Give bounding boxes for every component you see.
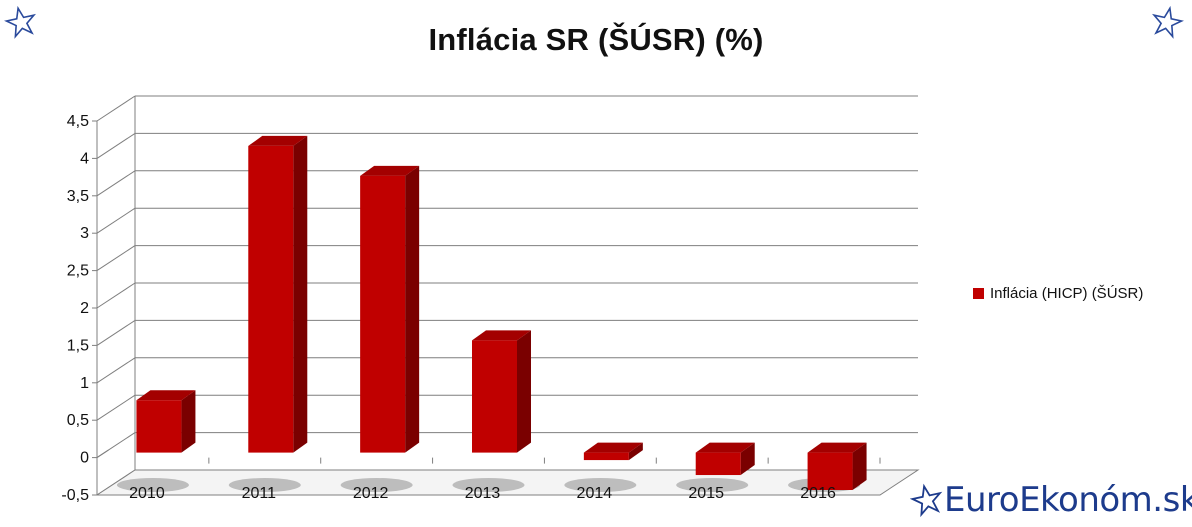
star-outline-icon xyxy=(910,483,943,517)
x-tick-label: 2014 xyxy=(577,485,613,502)
y-tick-label: 3,5 xyxy=(67,188,89,205)
y-tick-label: 3 xyxy=(80,225,89,242)
y-tick-label: 0 xyxy=(80,450,89,467)
x-tick-label: 2012 xyxy=(353,485,389,502)
bar xyxy=(472,340,517,453)
bar-shadow xyxy=(228,478,301,492)
y-tick-label: -0,5 xyxy=(61,487,89,504)
star-outline-icon xyxy=(4,5,37,39)
zero-line xyxy=(96,449,109,459)
brand-text: EuroEkonóm.sk xyxy=(944,480,1192,520)
y-tick-label: 1 xyxy=(80,375,89,392)
bar-side xyxy=(405,165,420,453)
bar-shadow xyxy=(340,478,413,492)
bar-side xyxy=(293,135,308,453)
bar-side xyxy=(181,390,196,453)
gridline-depth xyxy=(96,319,136,346)
bar xyxy=(583,452,629,461)
legend-label: Inflácia (HICP) (ŠÚSR) xyxy=(990,285,1144,302)
gridline-depth xyxy=(96,170,136,197)
gridline-depth xyxy=(96,207,136,234)
star-outline-icon xyxy=(1151,5,1184,39)
y-tick-label: 2,5 xyxy=(67,263,89,280)
bar-top xyxy=(472,330,531,341)
bar xyxy=(248,145,294,453)
legend: Inflácia (HICP) (ŠÚSR) xyxy=(973,285,1143,302)
bar xyxy=(695,452,741,476)
y-tick-label: 1,5 xyxy=(67,337,89,354)
bar-top xyxy=(248,135,308,146)
bar-shadow xyxy=(676,478,749,492)
bar xyxy=(360,175,406,453)
gridline-depth xyxy=(96,95,136,122)
y-tick-label: 2 xyxy=(80,300,89,317)
y-tick-label: 4,5 xyxy=(67,113,89,130)
bar-side xyxy=(852,442,867,490)
bar-top xyxy=(360,165,420,176)
x-tick-label: 2016 xyxy=(800,485,836,502)
y-tick-label: 4 xyxy=(80,150,89,167)
legend-swatch xyxy=(973,288,984,299)
brand-logo: EuroEkonóm.sk xyxy=(910,480,1192,520)
bar-top xyxy=(695,442,755,453)
gridline-depth xyxy=(96,357,136,384)
gridline-depth xyxy=(96,282,136,309)
bar-shadow xyxy=(564,478,637,492)
y-tick-label: 0,5 xyxy=(67,412,89,429)
x-tick-label: 2010 xyxy=(129,485,165,502)
x-tick-label: 2011 xyxy=(242,485,277,502)
x-tick-label: 2013 xyxy=(465,485,501,502)
x-tick-label: 2015 xyxy=(688,485,724,502)
bar-top xyxy=(807,442,867,453)
bar-shadow xyxy=(116,478,189,492)
bar xyxy=(807,452,853,490)
gridline-depth xyxy=(96,245,136,272)
gridline-depth xyxy=(96,132,136,159)
bar-top xyxy=(136,390,196,401)
gridline-depth xyxy=(96,394,136,421)
bar-side xyxy=(517,330,531,453)
chart-title: Inflácia SR (ŠÚSR) (%) xyxy=(428,22,764,57)
bar-side xyxy=(628,442,643,461)
bar-shadow xyxy=(452,478,525,492)
bar-top xyxy=(583,442,643,453)
bar-side xyxy=(740,442,755,476)
bar xyxy=(136,400,182,453)
